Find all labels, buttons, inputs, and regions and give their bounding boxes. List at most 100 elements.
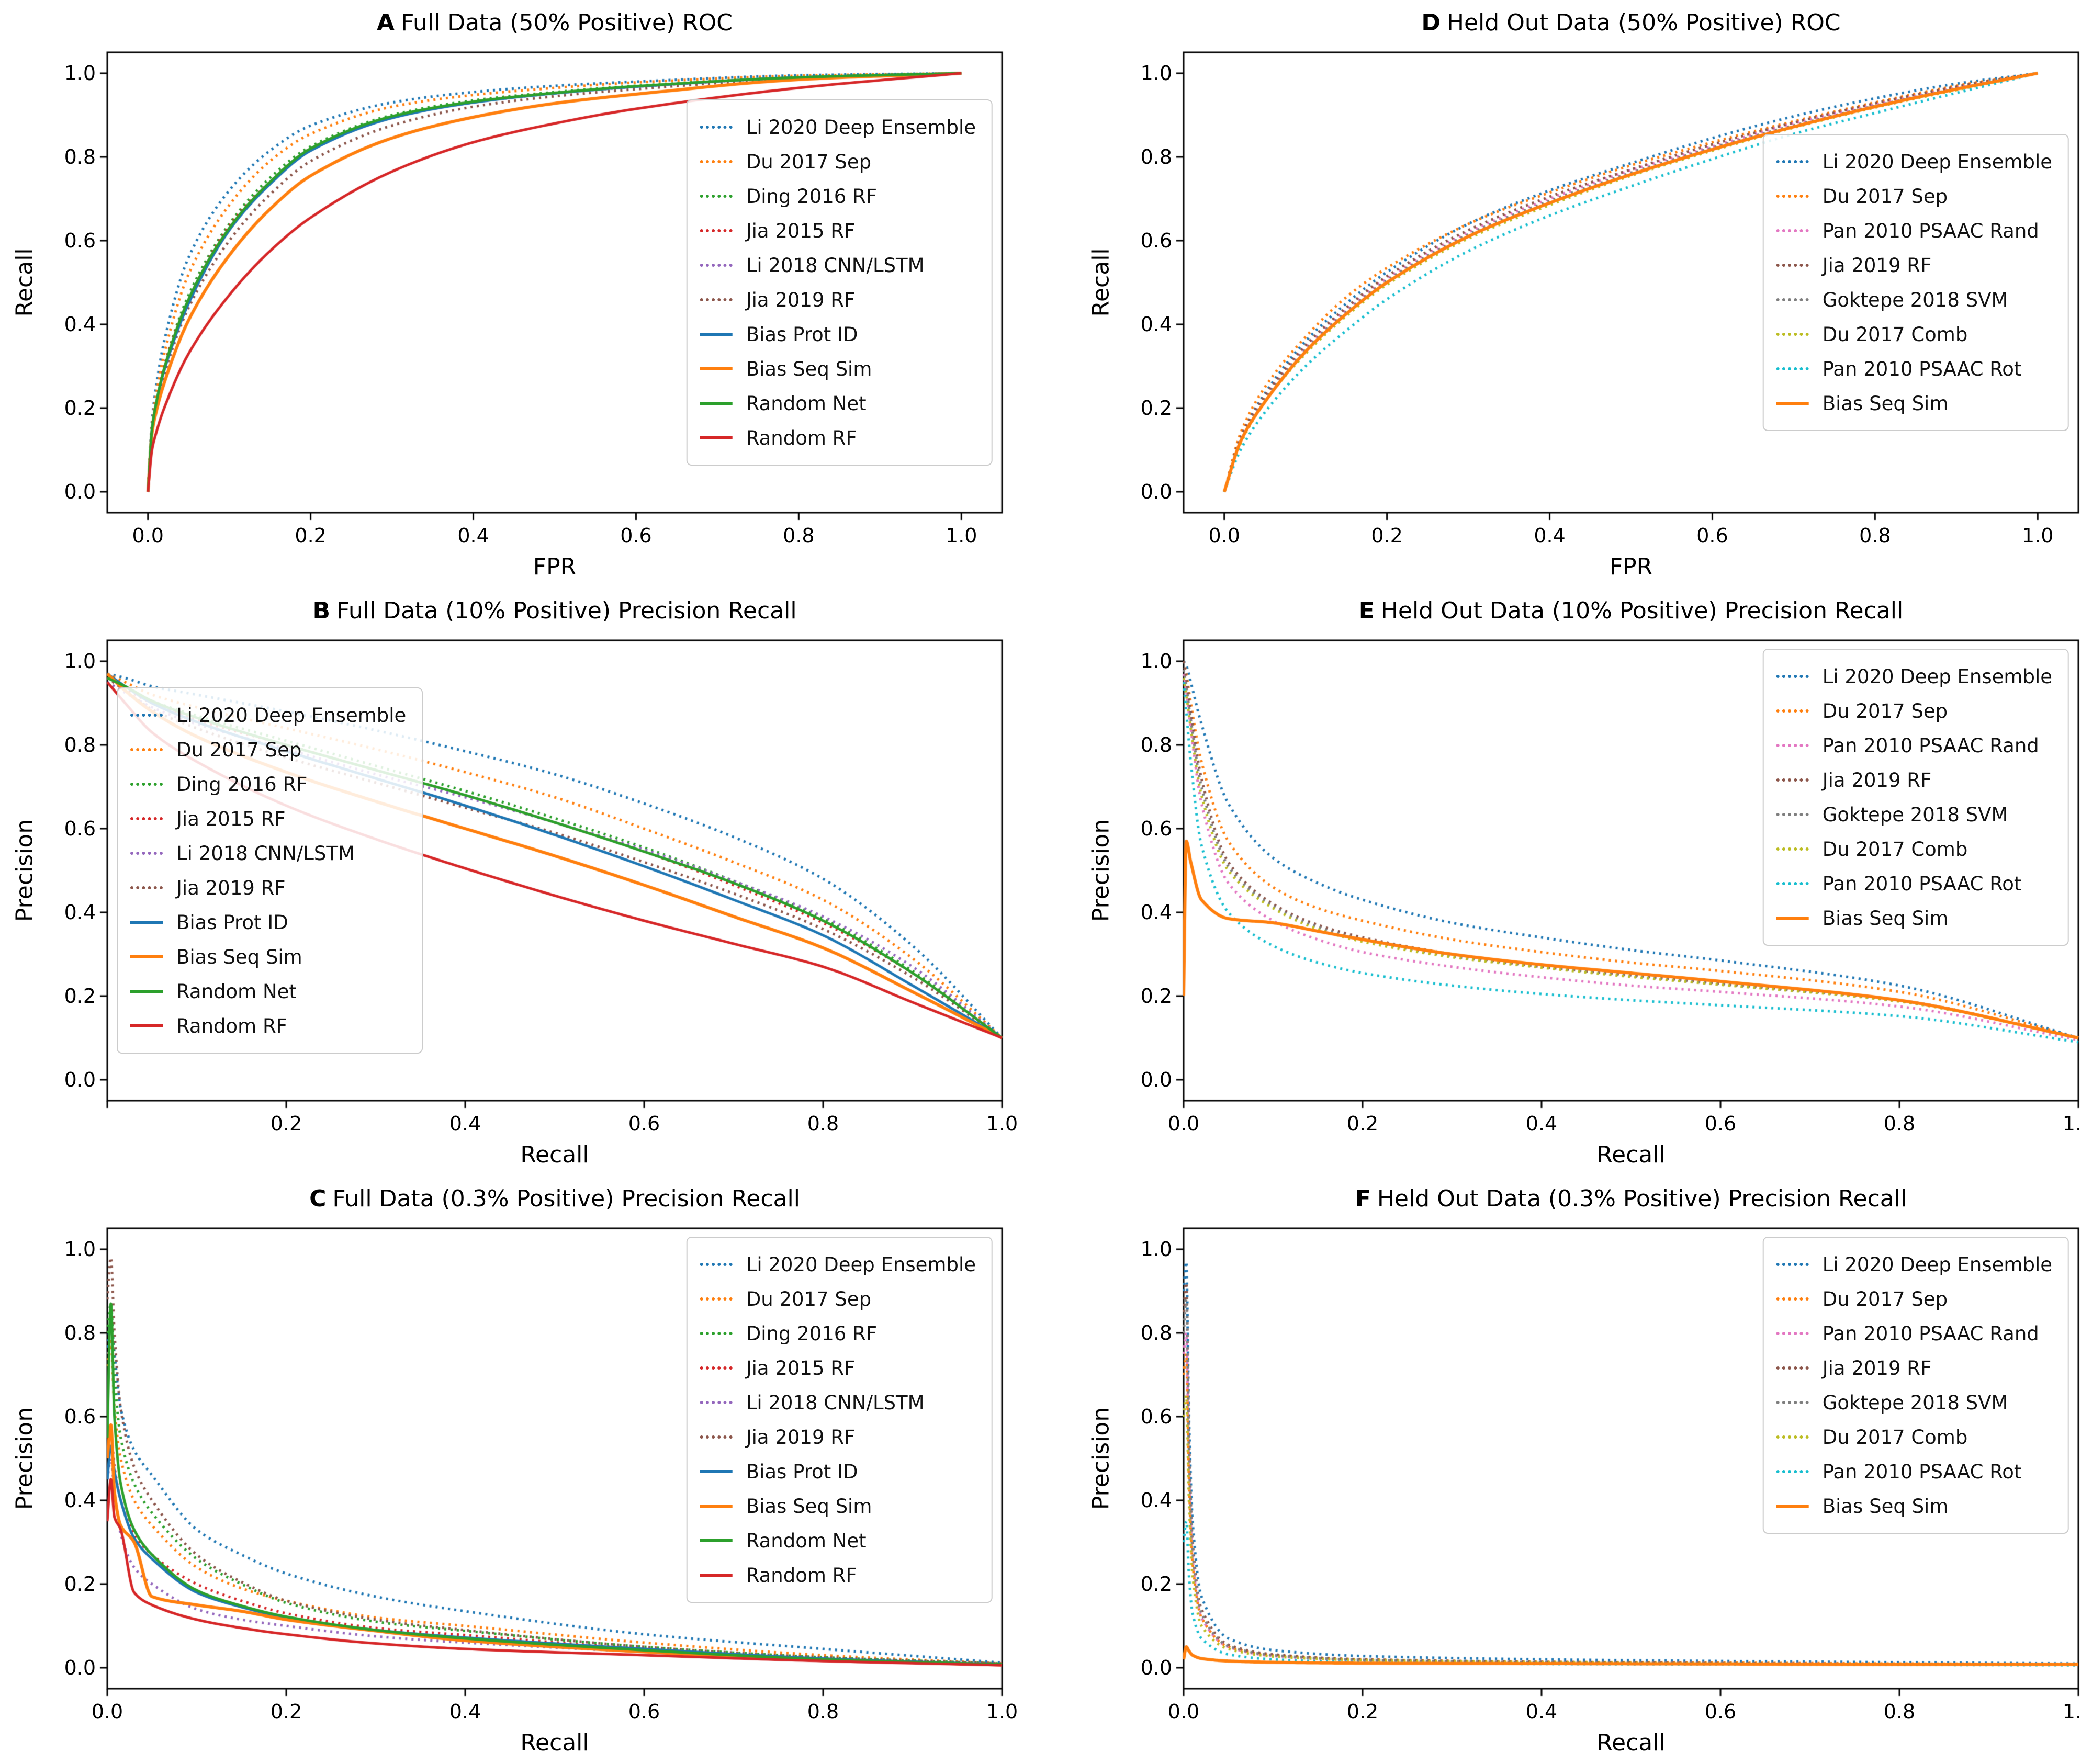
legend-item: Random RF — [130, 1009, 406, 1043]
legend-item: Random RF — [700, 1558, 976, 1592]
legend-item: Bias Seq Sim — [700, 352, 976, 386]
x-tick-label: 0.8 — [1883, 1112, 1916, 1135]
y-tick-label: 0.2 — [1140, 985, 1172, 1008]
legend-label: Li 2020 Deep Ensemble — [1822, 665, 2052, 688]
legend-item: Du 2017 Sep — [700, 1282, 976, 1316]
legend-line-sample — [700, 402, 733, 405]
legend-label: Jia 2019 RF — [176, 876, 286, 899]
legend-line-sample — [130, 748, 163, 751]
x-tick-label: 0.0 — [1167, 1112, 1200, 1135]
legend-line-sample — [700, 1263, 733, 1266]
legend-item: Goktepe 2018 SVM — [1776, 282, 2052, 317]
legend-line-sample — [130, 852, 163, 855]
legend-line-sample — [700, 367, 733, 370]
legend-label: Bias Seq Sim — [746, 1495, 872, 1518]
panel-title: E Held Out Data (10% Positive) Precision … — [1358, 597, 1904, 624]
panel-b-full-data-pr-10: B Full Data (10% Positive) Precision Reca… — [0, 588, 1040, 1176]
legend-label: Du 2017 Sep — [746, 1287, 872, 1310]
legend-label: Jia 2019 RF — [1822, 254, 1932, 277]
legend-item: Jia 2019 RF — [130, 870, 406, 905]
legend-line-sample — [700, 1401, 733, 1404]
x-tick-label: 0.2 — [1371, 524, 1403, 547]
y-tick-label: 0.2 — [64, 397, 96, 420]
legend-item: Bias Seq Sim — [700, 1489, 976, 1523]
panel-title: F Held Out Data (0.3% Positive) Precision… — [1355, 1185, 1907, 1212]
x-tick-label: 0.8 — [1859, 524, 1891, 547]
y-axis-label: Precision — [11, 1407, 38, 1510]
legend-line-sample — [130, 1024, 163, 1027]
x-tick-label: 0.6 — [628, 1112, 660, 1135]
y-tick-label: 0.8 — [1140, 1321, 1172, 1344]
y-tick-label: 0.0 — [64, 1656, 96, 1679]
legend-item: Jia 2019 RF — [1776, 248, 2052, 282]
legend-line-sample — [1776, 917, 1809, 920]
legend-line-sample — [700, 1539, 733, 1542]
panel-title: D Held Out Data (50% Positive) ROC — [1421, 9, 1841, 36]
x-tick-label: 0.6 — [1696, 524, 1728, 547]
legend-line-sample — [1776, 675, 1809, 678]
legend-line-sample — [700, 1297, 733, 1301]
legend-label: Li 2018 CNN/LSTM — [746, 254, 925, 277]
legend-label: Pan 2010 PSAAC Rot — [1822, 872, 2022, 895]
legend-item: Jia 2015 RF — [700, 213, 976, 248]
legend-label: Random RF — [176, 1014, 287, 1037]
legend-line-sample — [130, 886, 163, 889]
legend-line-sample — [1776, 1401, 1809, 1404]
y-tick-label: 1.0 — [64, 650, 96, 673]
y-tick-label: 0.0 — [1140, 1656, 1172, 1679]
legend-label: Bias Seq Sim — [1822, 1495, 1949, 1518]
y-tick-label: 1.0 — [64, 62, 96, 85]
legend-label: Pan 2010 PSAAC Rand — [1822, 734, 2039, 757]
legend-line-sample — [700, 195, 733, 198]
y-tick-label: 0.4 — [1140, 901, 1172, 924]
legend-line-sample — [700, 1332, 733, 1335]
legend-item: Jia 2019 RF — [700, 282, 976, 317]
panel-d-held-out-roc: D Held Out Data (50% Positive) ROC Recall… — [1041, 0, 2081, 588]
y-tick-label: 0.2 — [64, 985, 96, 1008]
legend-label: Bias Seq Sim — [176, 945, 302, 968]
legend-line-sample — [1776, 1297, 1809, 1301]
legend-item: Du 2017 Comb — [1776, 317, 2052, 352]
legend-label: Goktepe 2018 SVM — [1822, 803, 2008, 826]
y-tick-label: 0.4 — [1140, 313, 1172, 336]
x-tick-label: 1.0 — [2062, 1700, 2081, 1723]
legend-label: Pan 2010 PSAAC Rand — [1822, 1322, 2039, 1345]
legend-label: Random RF — [746, 1564, 857, 1587]
legend-line-sample — [1776, 1505, 1809, 1508]
legend-item: Random Net — [700, 1523, 976, 1558]
y-tick-label: 1.0 — [1140, 1238, 1172, 1261]
x-tick-label: 0.4 — [449, 1700, 481, 1723]
x-tick-label: 0.6 — [1704, 1112, 1737, 1135]
y-tick-label: 1.0 — [1140, 62, 1172, 85]
x-tick-label: 0.2 — [295, 524, 327, 547]
panel-letter: A — [377, 9, 395, 36]
legend-item: Du 2017 Sep — [700, 144, 976, 179]
y-tick-label: 0.4 — [64, 1489, 96, 1512]
legend-label: Du 2017 Comb — [1822, 323, 1968, 346]
legend-label: Li 2018 CNN/LSTM — [746, 1391, 925, 1414]
x-tick-label: 0.0 — [1167, 1700, 1200, 1723]
panel-letter: C — [309, 1185, 327, 1212]
x-tick-label: 0.2 — [270, 1112, 302, 1135]
x-tick-label: 0.8 — [807, 1112, 839, 1135]
x-tick-label: 0.4 — [1525, 1112, 1558, 1135]
legend-item: Li 2018 CNN/LSTM — [700, 248, 976, 282]
legend-label: Li 2020 Deep Ensemble — [1822, 150, 2052, 173]
legend-line-sample — [1776, 264, 1809, 267]
legend-item: Li 2020 Deep Ensemble — [1776, 659, 2052, 694]
legend-box: Li 2020 Deep Ensemble Du 2017 Sep Ding 201… — [686, 99, 993, 466]
x-axis-label: Recall — [520, 1729, 589, 1756]
legend-line-sample — [130, 783, 163, 786]
y-tick-label: 0.0 — [1140, 1068, 1172, 1091]
legend-box: Li 2020 Deep Ensemble Du 2017 Sep Ding 201… — [686, 1237, 993, 1603]
y-tick-label: 0.2 — [1140, 1573, 1172, 1596]
legend-item: Jia 2019 RF — [1776, 763, 2052, 797]
legend-item: Jia 2019 RF — [1776, 1351, 2052, 1385]
legend-item: Random RF — [700, 421, 976, 455]
legend-item: Ding 2016 RF — [700, 179, 976, 213]
panel-e-held-out-pr-10: E Held Out Data (10% Positive) Precision … — [1041, 588, 2081, 1176]
x-tick-label: 0.6 — [1704, 1700, 1737, 1723]
legend-label: Ding 2016 RF — [176, 773, 308, 796]
panel-letter: B — [312, 597, 330, 624]
